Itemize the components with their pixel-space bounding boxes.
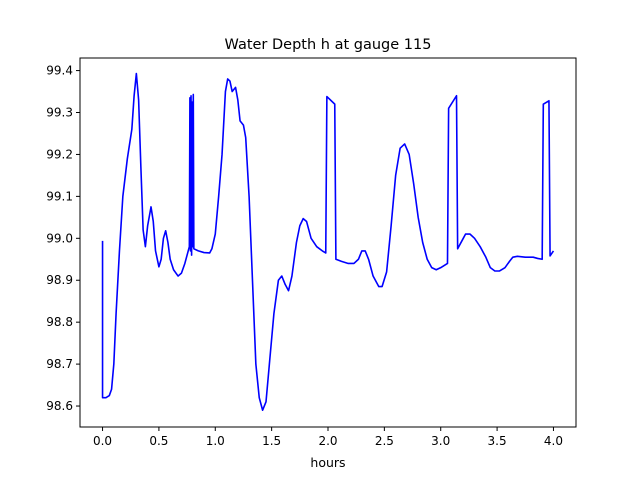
x-tick-label: 2.5	[375, 434, 394, 448]
y-tick-label: 99.1	[46, 189, 73, 203]
x-tick-label: 0.5	[149, 434, 168, 448]
y-tick-label: 99.4	[46, 64, 73, 78]
x-tick-label: 3.5	[488, 434, 507, 448]
series-line-0	[101, 72, 555, 412]
y-tick-label: 98.6	[46, 399, 73, 413]
y-tick-label: 99.2	[46, 147, 73, 161]
x-axis-label: hours	[310, 455, 345, 470]
y-tick-label: 98.7	[46, 357, 73, 371]
y-tick-label: 99.0	[46, 231, 73, 245]
x-tick-label: 4.0	[544, 434, 563, 448]
x-tick-label: 2.0	[318, 434, 337, 448]
y-tick-label: 99.3	[46, 106, 73, 120]
x-tick-label: 1.0	[206, 434, 225, 448]
x-tick-label: 1.5	[262, 434, 281, 448]
x-tick-label: 0.0	[93, 434, 112, 448]
x-tick-label: 3.0	[431, 434, 450, 448]
y-tick-label: 98.8	[46, 315, 73, 329]
y-tick-label: 98.9	[46, 273, 73, 287]
chart-title: Water Depth h at gauge 115	[225, 37, 432, 53]
plot-area: 0.0 0.5 1.0 1.5 2.0 2.5 3.0 3.5 4.0 98.6 98.7 98.8 9…	[46, 57, 577, 448]
